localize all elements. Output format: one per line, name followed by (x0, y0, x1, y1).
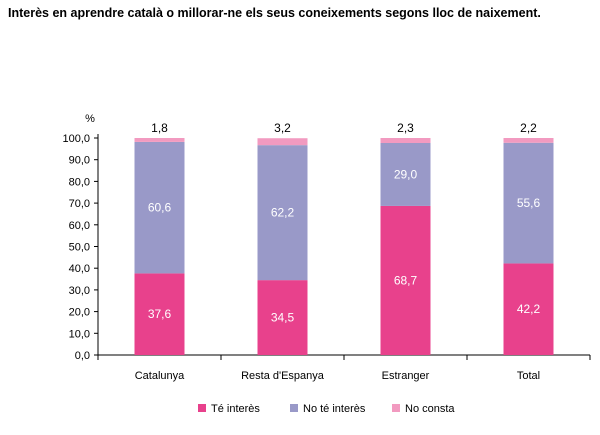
y-tick-label: 30,0 (69, 285, 90, 297)
bar-segment (134, 141, 185, 274)
x-category-label: Resta d'Espanya (241, 370, 325, 382)
legend-swatch (198, 404, 206, 412)
data-label: 34,5 (271, 311, 295, 325)
bar-segment (503, 138, 554, 143)
data-label: 3,2 (274, 121, 291, 135)
y-tick-label: 70,0 (69, 198, 90, 210)
data-label: 1,8 (151, 121, 168, 135)
data-label: 2,2 (520, 121, 537, 135)
bar-segment (503, 263, 554, 355)
y-tick-label: 10,0 (69, 328, 90, 340)
y-tick-label: 60,0 (69, 220, 90, 232)
bar-segment (503, 142, 554, 264)
data-label: 2,3 (397, 121, 414, 135)
legend-swatch (392, 404, 400, 412)
data-label: 68,7 (394, 273, 418, 287)
y-tick-label: 20,0 (69, 307, 90, 319)
legend-label: No té interès (303, 403, 366, 415)
y-tick-label: 90,0 (69, 155, 90, 167)
data-label: 42,2 (517, 302, 541, 316)
bar-segment (257, 138, 308, 146)
data-label: 29,0 (394, 167, 418, 181)
chart-title: Interès en aprendre català o millorar-ne… (8, 6, 541, 20)
x-category-label: Estranger (382, 370, 430, 382)
bar-segment (134, 138, 185, 142)
y-tick-label: 50,0 (69, 242, 90, 254)
data-label: 60,6 (148, 201, 172, 215)
legend-label: No consta (405, 403, 455, 415)
data-label: 37,6 (148, 307, 172, 321)
y-tick-label: 0,0 (75, 350, 90, 362)
y-tick-label: 80,0 (69, 176, 90, 188)
bar-segment (257, 145, 308, 281)
y-tick-label: 100,0 (62, 133, 90, 145)
bar-segment (380, 205, 431, 355)
legend-label: Té interès (211, 403, 260, 415)
legend-swatch (290, 404, 298, 412)
bar-segment (380, 138, 431, 143)
y-axis-unit-label: % (85, 113, 95, 125)
bar-segment (257, 280, 308, 355)
data-label: 62,2 (271, 206, 295, 220)
y-tick-label: 40,0 (69, 263, 90, 275)
bar-segment (134, 273, 185, 355)
x-category-label: Catalunya (135, 370, 185, 382)
bar-segment (380, 142, 431, 206)
data-label: 55,6 (517, 196, 541, 210)
x-category-label: Total (517, 370, 540, 382)
